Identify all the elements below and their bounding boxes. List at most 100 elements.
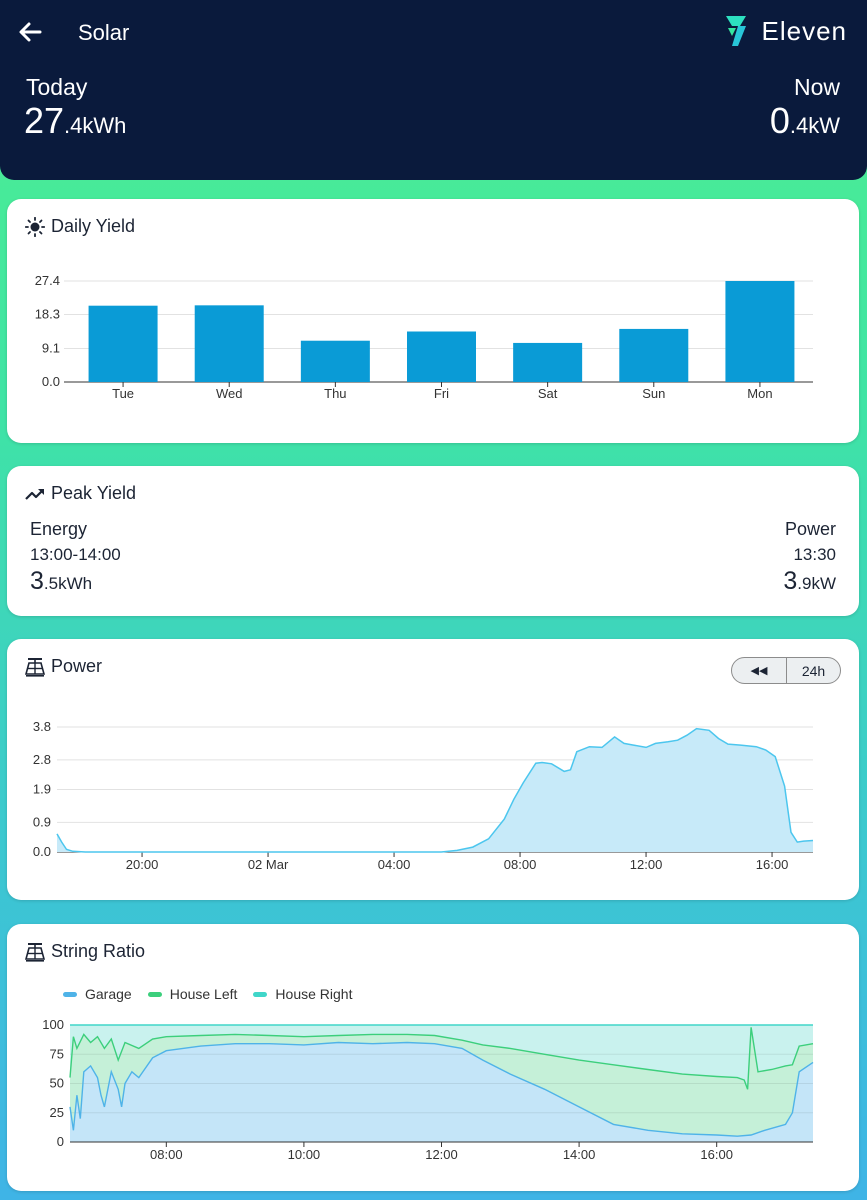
power-card: Power ◀◀ 24h 0.0 0.9 1.9 2.8 3.8 20:00 02 Mar 0… [7, 639, 859, 900]
peak-energy-value: 3.5kWh [30, 567, 92, 596]
power-chart: 0.0 0.9 1.9 2.8 3.8 20:00 02 Mar 04:00 08:00 12:0… [33, 719, 814, 872]
string-ratio-chart: 0 25 50 75 100 08:00 10:00 12:00 14:00 16:00 [42, 1017, 814, 1162]
peak-power-unit: kW [811, 574, 836, 593]
peak-power-time: 13:30 [793, 545, 836, 564]
y-tick-label: 9.1 [42, 340, 60, 355]
peak-power-value: 3.9kW [783, 567, 836, 596]
peak-yield-card: Peak Yield Energy 13:00-14:00 3.5kWh Pow… [7, 466, 859, 616]
now-unit: kW [808, 113, 840, 138]
x-tick-label: 04:00 [378, 857, 411, 872]
today-value-int: 27 [24, 100, 65, 141]
y-tick-label: 1.9 [33, 782, 51, 797]
x-tick-label: 14:00 [563, 1147, 596, 1162]
y-tick-label: 50 [50, 1076, 64, 1091]
solar-panel-icon [25, 943, 45, 962]
trending-up-icon [25, 489, 44, 500]
bar [619, 328, 689, 382]
legend-label: Garage [85, 986, 132, 1002]
x-tick-label: Fri [434, 386, 449, 401]
y-tick-label: 0 [57, 1134, 64, 1149]
bar [407, 331, 476, 382]
bar [194, 305, 264, 382]
now-label: Now [793, 74, 840, 100]
x-tick-label: 08:00 [504, 857, 537, 872]
time-range-control: ◀◀ 24h [731, 657, 841, 684]
bar [513, 342, 583, 382]
string-ratio-title: String Ratio [51, 941, 146, 961]
x-tick-label: Wed [216, 386, 243, 401]
now-value: 0.4kW [770, 100, 840, 142]
legend-item-garage[interactable]: Garage [63, 986, 132, 1002]
y-tick-label: 75 [50, 1046, 64, 1061]
x-tick-label: 12:00 [630, 857, 663, 872]
x-tick-label: 10:00 [288, 1147, 321, 1162]
x-tick-label: 16:00 [756, 857, 789, 872]
x-tick-label: 08:00 [150, 1147, 183, 1162]
power-area [57, 728, 813, 852]
today-unit: kWh [82, 113, 127, 138]
x-tick-label: 02 Mar [248, 857, 289, 872]
daily-yield-title: Daily Yield [51, 216, 136, 236]
now-value-int: 0 [769, 100, 790, 141]
y-tick-label: 18.3 [35, 307, 60, 322]
legend-swatch [147, 991, 162, 997]
legend-swatch [63, 991, 77, 997]
legend-label: House Left [169, 986, 238, 1002]
y-tick-label: 3.8 [33, 719, 51, 734]
bar [300, 340, 370, 382]
peak-power-int: 3 [783, 567, 798, 595]
power-title: Power [51, 656, 103, 676]
eleven-logo-icon [725, 16, 746, 46]
y-tick-label: 0.9 [33, 814, 51, 829]
legend-swatch [253, 991, 268, 997]
daily-yield-chart: 0.0 9.1 18.3 27.4 Tue Wed Thu Fri Sat Sun Mon [35, 273, 813, 401]
x-tick-label: 12:00 [425, 1147, 458, 1162]
bar [725, 281, 795, 382]
today-value-dec: .4 [64, 113, 83, 138]
brand-logo: Eleven [724, 14, 848, 48]
peak-power-dec: .9 [797, 574, 812, 593]
today-label: Today [26, 74, 88, 100]
peak-energy-unit: kWh [58, 574, 93, 593]
y-tick-label: 100 [42, 1017, 64, 1032]
brand-name: Eleven [761, 15, 847, 46]
chart-legend: Garage House Left House Right [63, 986, 352, 1002]
y-tick-label: 27.4 [35, 273, 60, 288]
y-tick-label: 25 [50, 1105, 64, 1120]
peak-energy-dec: .5 [43, 574, 59, 593]
rewind-button[interactable]: ◀◀ [750, 665, 768, 677]
peak-energy-label: Energy [30, 519, 88, 539]
x-tick-label: 20:00 [126, 857, 159, 872]
app-header: Solar Eleven Today 27.4kWh Now 0.4kW [0, 0, 867, 180]
x-tick-label: Mon [747, 386, 772, 401]
range-24h-button[interactable]: 24h [786, 658, 840, 683]
legend-item-house-right[interactable]: House Right [253, 986, 352, 1002]
line-house-left [69, 1027, 814, 1090]
string-ratio-card: String Ratio Garage House Left House Rig… [7, 924, 859, 1191]
line-garage [69, 1041, 814, 1137]
y-tick-label: 0.0 [42, 374, 60, 389]
daily-yield-card: Daily Yield 0.0 9.1 18.3 27.4 Tue Wed Thu Fri Sa… [7, 199, 859, 443]
x-tick-label: Sat [538, 386, 558, 401]
x-tick-label: Sun [642, 386, 665, 401]
sun-icon [25, 217, 45, 237]
solar-panel-icon [25, 658, 45, 677]
peak-yield-title: Peak Yield [51, 483, 137, 503]
now-value-dec: .4 [789, 113, 809, 138]
x-tick-label: 16:00 [700, 1147, 733, 1162]
legend-label: House Right [275, 986, 353, 1002]
bar [88, 305, 158, 382]
area-garage [70, 1042, 813, 1142]
today-value: 27.4kWh [24, 100, 126, 142]
page-title: Solar [78, 20, 130, 45]
y-tick-label: 0.0 [33, 844, 51, 859]
peak-energy-int: 3 [30, 567, 44, 595]
peak-energy-time: 13:00-14:00 [30, 545, 121, 564]
back-arrow-icon[interactable] [16, 18, 44, 46]
peak-power-label: Power [784, 519, 836, 539]
x-tick-label: Tue [112, 386, 134, 401]
y-tick-label: 2.8 [33, 752, 51, 767]
power-line [56, 727, 814, 853]
x-tick-label: Thu [324, 386, 346, 401]
legend-item-house-left[interactable]: House Left [147, 986, 238, 1002]
